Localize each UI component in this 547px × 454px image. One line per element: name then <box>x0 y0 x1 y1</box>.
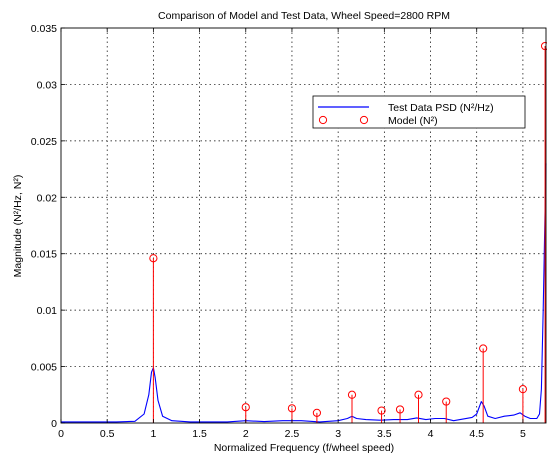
x-tick-label: 2.5 <box>285 428 300 440</box>
model-marker <box>377 406 386 415</box>
model-marker <box>540 41 547 51</box>
model-marker <box>518 385 528 394</box>
plot-area <box>61 28 546 423</box>
x-tick-label: 4 <box>428 428 434 440</box>
y-tick-label: 0.03 <box>37 79 58 91</box>
x-tick-label: 3 <box>335 428 341 440</box>
model-marker <box>442 397 451 406</box>
legend-model-marker-1 <box>318 115 328 125</box>
model-marker <box>312 408 321 417</box>
y-tick-label: 0.02 <box>37 192 58 204</box>
x-tick-label: 0.5 <box>100 428 115 440</box>
model-marker <box>287 404 297 413</box>
model-marker <box>149 254 158 263</box>
axes-frame <box>60 27 547 424</box>
y-tick-label: 0 <box>51 418 57 430</box>
legend-psd-label: Test Data PSD (N²/Hz) <box>388 102 494 114</box>
model-marker <box>241 403 250 412</box>
legend-box <box>312 95 526 129</box>
model-marker <box>347 390 357 399</box>
legend-model-marker-2 <box>359 115 369 125</box>
x-tick-label: 5 <box>520 428 526 440</box>
model-marker <box>414 390 423 399</box>
y-tick-labels: 0 0.005 0.01 0.015 0.02 0.025 0.03 0.035 <box>31 23 57 430</box>
y-tick-label: 0.015 <box>31 249 57 261</box>
x-tick-label: 2 <box>243 428 249 440</box>
chart-title: Comparison of Model and Test Data, Wheel… <box>158 10 450 22</box>
x-axis-label: Normalized Frequency (f/wheel speed) <box>214 442 394 454</box>
y-tick-label: 0.005 <box>31 362 57 374</box>
legend-model-label: Model (N²) <box>388 115 438 127</box>
legend: Test Data PSD (N²/Hz) Model (N²) <box>312 95 526 129</box>
y-axis-label: Magnitude (N²/Hz, N²) <box>12 175 24 278</box>
x-tick-label: 4.5 <box>469 428 484 440</box>
x-tick-label: 3.5 <box>377 428 392 440</box>
psd-line <box>61 163 547 423</box>
model-marker <box>395 405 405 414</box>
model-series <box>149 41 547 423</box>
psd-series <box>61 163 547 423</box>
x-tick-labels: 0 0.5 1 1.5 2 2.5 3 3.5 4 4.5 5 <box>58 428 526 440</box>
x-tick-label: 1.5 <box>192 428 207 440</box>
axes <box>60 27 547 424</box>
y-tick-label: 0.035 <box>31 23 57 35</box>
y-tick-label: 0.01 <box>37 305 58 317</box>
x-tick-label: 1 <box>150 428 156 440</box>
x-tick-label: 0 <box>58 428 64 440</box>
model-marker <box>479 344 488 353</box>
y-tick-label: 0.025 <box>31 136 57 148</box>
